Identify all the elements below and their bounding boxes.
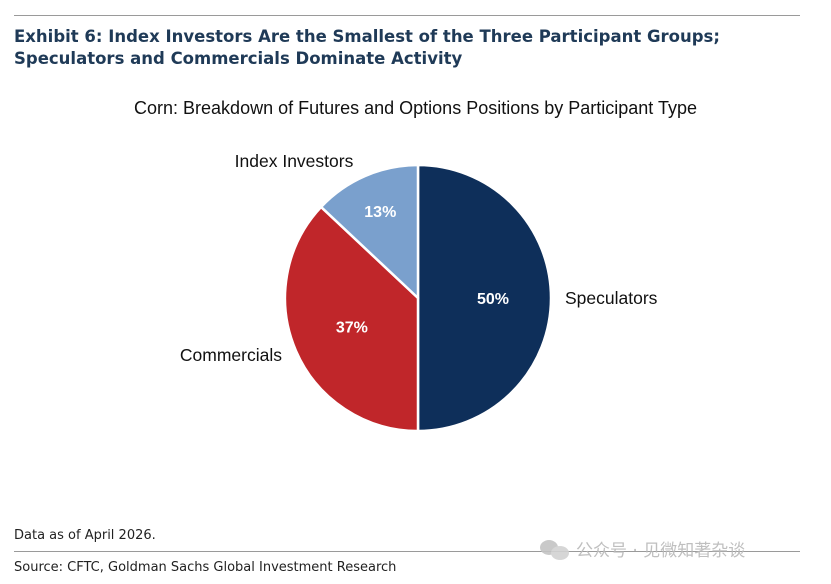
slice-value-label: 37% — [336, 320, 368, 337]
source-note: Source: CFTC, Goldman Sachs Global Inves… — [14, 560, 397, 575]
pie-slice-commercials — [283, 205, 420, 433]
watermark-text: 公众号 · 见微知著杂谈 — [576, 541, 746, 561]
pie-slice-speculators — [416, 163, 553, 433]
data-note: Data as of April 2026. — [14, 528, 156, 543]
slice-value-label: 13% — [364, 204, 396, 221]
bottom-rule — [14, 551, 800, 552]
exhibit-title: Exhibit 6: Index Investors Are the Small… — [14, 27, 720, 68]
wechat-icon — [540, 538, 570, 560]
slice-category-label: Index Investors — [235, 151, 354, 171]
pie-slice-index-investors — [319, 163, 420, 300]
slice-value-label: 50% — [477, 291, 509, 308]
top-rule — [14, 15, 800, 16]
chart-title: Corn: Breakdown of Futures and Options P… — [134, 98, 697, 118]
watermark: 公众号 · 见微知著杂谈 — [540, 536, 745, 561]
slice-category-label: Speculators — [565, 288, 658, 308]
slice-category-label: Commercials — [180, 345, 282, 365]
